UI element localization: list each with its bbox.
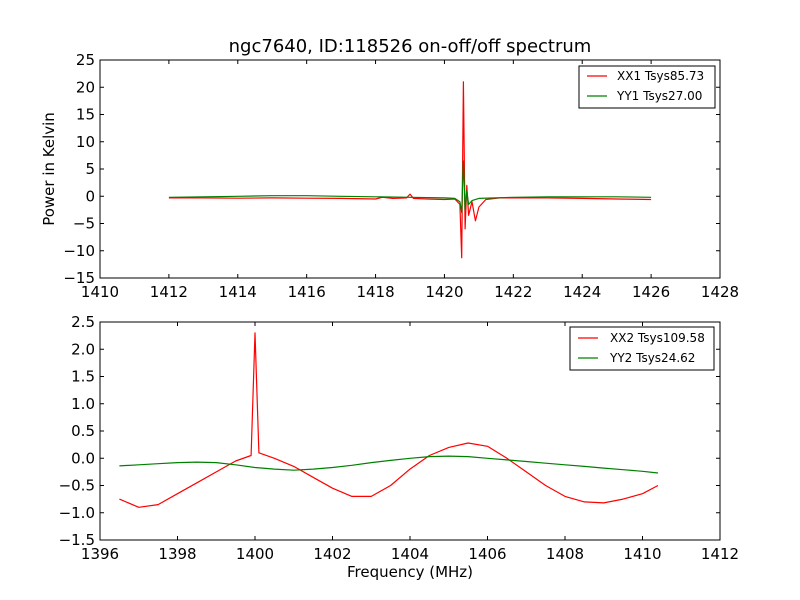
y-axis-label: Power in Kelvin bbox=[40, 112, 58, 226]
top-y-tick-label: −15 bbox=[63, 269, 95, 287]
top-subplot: ngc7640, ID:118526 on-off/off spectrum P… bbox=[40, 36, 739, 301]
top-series-line-1 bbox=[168, 160, 652, 214]
top-y-tick-label: −5 bbox=[73, 215, 95, 233]
top-x-tick-label: 1422 bbox=[494, 283, 532, 301]
bottom-y-tick-label: −0.5 bbox=[59, 477, 95, 495]
top-y-tick-label: −10 bbox=[63, 242, 95, 260]
top-x-tick-label: 1424 bbox=[563, 283, 601, 301]
bottom-x-tick-label: 1404 bbox=[391, 545, 429, 563]
bottom-y-tick-label: −1.0 bbox=[59, 504, 95, 522]
top-plot-frame bbox=[99, 59, 721, 279]
top-y-tick-label: 20 bbox=[76, 78, 95, 96]
bottom-plot-frame bbox=[99, 321, 721, 541]
bottom-y-tick-label: 0.0 bbox=[71, 449, 95, 467]
bottom-x-tick-label: 1406 bbox=[468, 545, 506, 563]
bottom-x-tick-label: 1408 bbox=[546, 545, 584, 563]
legend-yy2-label: YY2 Tsys24.62 bbox=[609, 351, 695, 365]
bottom-series-line-0 bbox=[119, 332, 659, 508]
top-x-tick-label: 1410 bbox=[81, 283, 119, 301]
top-x-tick-label: 1426 bbox=[632, 283, 670, 301]
bottom-x-tick-label: 1402 bbox=[313, 545, 351, 563]
top-legend: XX1 Tsys85.73 YY1 Tsys27.00 bbox=[578, 65, 716, 109]
top-x-tick-label: 1414 bbox=[219, 283, 257, 301]
legend-yy1-label: YY1 Tsys27.00 bbox=[616, 89, 702, 103]
bottom-y-tick-label: 0.5 bbox=[71, 422, 95, 440]
top-y-tick-label: 5 bbox=[85, 160, 95, 178]
legend-xx1-label: XX1 Tsys85.73 bbox=[617, 69, 704, 83]
bottom-x-tick-label: 1396 bbox=[81, 545, 119, 563]
top-x-tick-label: 1412 bbox=[150, 283, 188, 301]
bottom-y-tick-label: −1.5 bbox=[59, 531, 95, 549]
top-x-tick-label: 1416 bbox=[288, 283, 326, 301]
bottom-x-tick-label: 1412 bbox=[701, 545, 739, 563]
top-x-tick-label: 1418 bbox=[356, 283, 394, 301]
top-y-tick-label: 0 bbox=[85, 187, 95, 205]
top-y-tick-label: 25 bbox=[76, 51, 95, 69]
bottom-y-tick-label: 1.0 bbox=[71, 395, 95, 413]
bottom-x-tick-label: 1410 bbox=[623, 545, 661, 563]
bottom-x-tick-label: 1398 bbox=[158, 545, 196, 563]
bottom-subplot: Frequency (MHz) 1396 1398 1400 1402 1404 1406… bbox=[59, 313, 740, 581]
top-y-tick-label: 10 bbox=[76, 133, 95, 151]
bottom-y-tick-label: 1.5 bbox=[71, 368, 95, 386]
bottom-legend: XX2 Tsys109.58 YY2 Tsys24.62 bbox=[569, 326, 715, 371]
x-axis-label: Frequency (MHz) bbox=[347, 563, 473, 581]
top-x-tick-label: 1428 bbox=[701, 283, 739, 301]
top-y-tick-label: 15 bbox=[76, 106, 95, 124]
chart-title: ngc7640, ID:118526 on-off/off spectrum bbox=[229, 36, 592, 57]
legend-xx2-label: XX2 Tsys109.58 bbox=[610, 331, 705, 345]
bottom-series-line-1 bbox=[119, 455, 659, 474]
top-x-tick-label: 1420 bbox=[425, 283, 463, 301]
bottom-y-tick-label: 2.0 bbox=[71, 340, 95, 358]
bottom-x-tick-label: 1400 bbox=[236, 545, 274, 563]
bottom-y-tick-label: 2.5 bbox=[71, 313, 95, 331]
